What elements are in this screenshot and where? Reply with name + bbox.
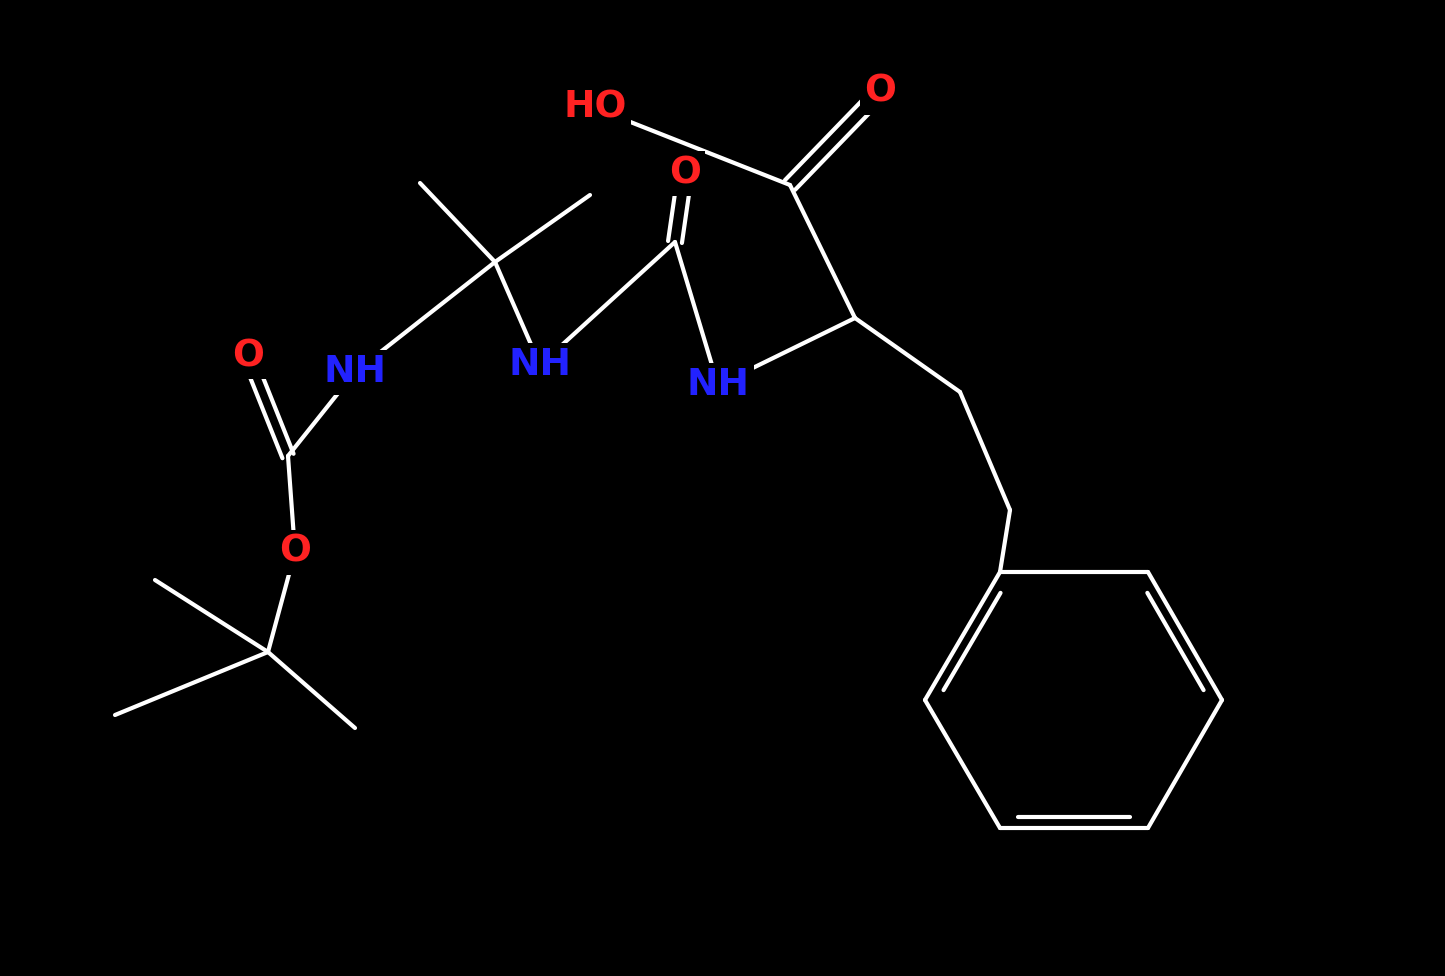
Text: O: O <box>864 74 896 110</box>
Text: NH: NH <box>686 367 750 403</box>
Text: NH: NH <box>324 354 386 390</box>
Text: O: O <box>669 155 701 191</box>
Text: O: O <box>233 338 264 374</box>
Text: NH: NH <box>509 347 572 383</box>
Text: HO: HO <box>564 90 627 126</box>
Text: O: O <box>279 534 311 570</box>
